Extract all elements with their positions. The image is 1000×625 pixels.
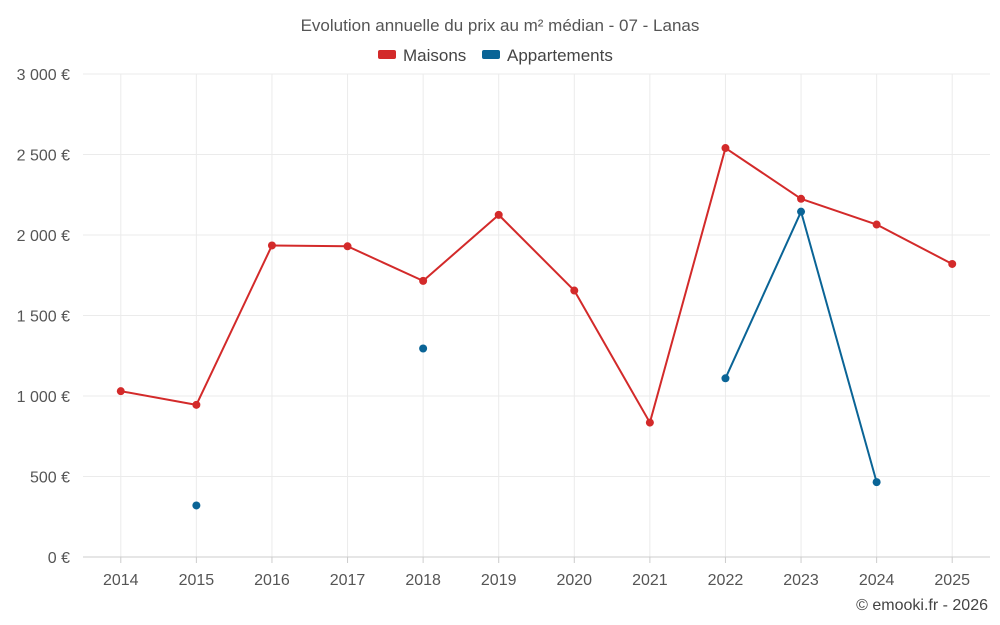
series-line-segment-maisons <box>800 197 878 226</box>
x-tick-label: 2025 <box>934 572 970 589</box>
series-line-segment-maisons <box>648 147 727 424</box>
x-tick-label: 2020 <box>556 572 592 589</box>
legend-label-appartements: Appartements <box>507 46 613 65</box>
chart-title: Evolution annuelle du prix au m² médian … <box>301 16 700 35</box>
series-line-segment-maisons <box>422 213 500 282</box>
data-point-maisons[interactable] <box>797 194 806 203</box>
series-line-segment-appartements <box>800 210 878 484</box>
y-tick-label: 500 € <box>30 470 70 487</box>
data-point-maisons[interactable] <box>116 387 125 396</box>
data-point-maisons[interactable] <box>494 210 503 219</box>
series-line-segment-appartements <box>724 210 803 380</box>
series-line-segment-maisons <box>346 245 425 282</box>
grid <box>83 73 990 557</box>
legend-swatch-appartements <box>482 50 500 59</box>
series-line-segment-maisons <box>195 244 273 406</box>
x-tick-label: 2021 <box>632 572 668 589</box>
y-axis: 0 € 500 € 1 000 € 1 500 € 2 000 € 2 500 € 3 00… <box>17 67 70 567</box>
y-tick-label: 1 500 € <box>17 309 70 326</box>
data-point-maisons[interactable] <box>948 259 957 268</box>
x-tick-label: 2024 <box>859 572 895 589</box>
x-axis: 2014 2015 2016 2017 2018 2019 2020 2021 2022 2023… <box>83 556 990 589</box>
x-tick-label: 2015 <box>179 572 215 589</box>
credit-text: © emooki.fr - 2026 <box>856 597 988 614</box>
data-point-appartements[interactable] <box>192 501 201 510</box>
data-point-maisons[interactable] <box>872 220 881 229</box>
series-maisons <box>116 144 957 427</box>
data-point-maisons[interactable] <box>419 276 428 285</box>
y-tick-label: 1 000 € <box>17 389 70 406</box>
data-point-maisons[interactable] <box>721 144 730 153</box>
x-tick-label: 2017 <box>330 572 366 589</box>
data-point-maisons[interactable] <box>645 418 654 427</box>
x-tick-label: 2016 <box>254 572 290 589</box>
legend-item-maisons[interactable]: Maisons <box>378 46 466 65</box>
data-point-appartements[interactable] <box>797 207 806 216</box>
series-line-segment-maisons <box>724 147 803 200</box>
series-line-segment-maisons <box>119 390 198 406</box>
legend-label-maisons: Maisons <box>403 46 466 65</box>
data-point-maisons[interactable] <box>343 242 352 251</box>
x-tick-label: 2018 <box>405 572 441 589</box>
x-tick-label: 2014 <box>103 572 139 589</box>
y-tick-label: 3 000 € <box>17 67 70 84</box>
legend-item-appartements[interactable]: Appartements <box>482 46 613 65</box>
data-point-maisons[interactable] <box>192 400 201 409</box>
data-point-appartements[interactable] <box>721 374 730 383</box>
data-point-maisons[interactable] <box>267 241 276 250</box>
y-tick-label: 2 000 € <box>17 228 70 245</box>
data-point-appartements[interactable] <box>872 478 881 487</box>
legend-swatch-maisons <box>378 50 396 59</box>
series-line-segment-maisons <box>875 223 954 265</box>
series <box>116 144 957 510</box>
x-tick-label: 2022 <box>708 572 744 589</box>
data-point-maisons[interactable] <box>570 286 579 295</box>
y-tick-label: 2 500 € <box>17 148 70 165</box>
series-line-segment-maisons <box>497 213 576 292</box>
x-tick-label: 2019 <box>481 572 517 589</box>
data-point-appartements[interactable] <box>419 344 428 353</box>
series-line-segment-maisons <box>573 289 651 424</box>
series-line-segment-maisons <box>270 244 349 248</box>
legend: Maisons Appartements <box>378 46 613 65</box>
y-tick-label: 0 € <box>48 550 70 567</box>
series-appartements <box>192 207 881 510</box>
x-tick-label: 2023 <box>783 572 819 589</box>
